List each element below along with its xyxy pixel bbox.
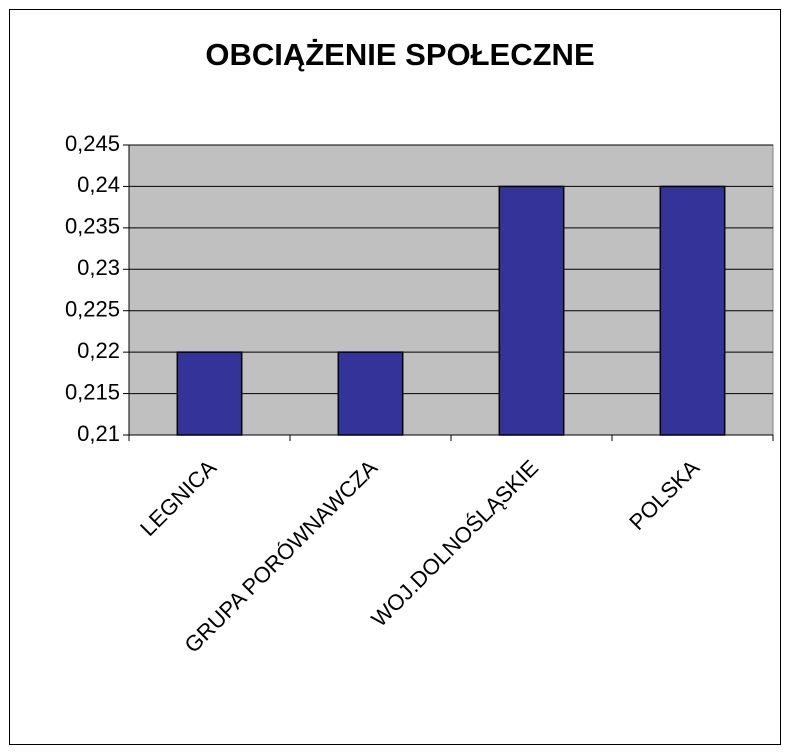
bar xyxy=(337,351,404,436)
bar xyxy=(176,351,243,436)
y-tick-label: 0,235 xyxy=(65,214,120,239)
y-tick-label: 0,21 xyxy=(77,421,120,446)
y-tick-label: 0,215 xyxy=(65,379,120,404)
bar xyxy=(659,185,726,436)
y-tick-label: 0,245 xyxy=(65,131,120,156)
chart-title: OBCIĄŻENIE SPOŁECZNE xyxy=(205,37,594,72)
y-tick-label: 0,24 xyxy=(77,172,120,197)
y-tick-label: 0,225 xyxy=(65,297,120,322)
y-tick-label: 0,22 xyxy=(77,338,120,363)
y-tick-label: 0,23 xyxy=(77,255,120,280)
bar xyxy=(498,185,565,436)
